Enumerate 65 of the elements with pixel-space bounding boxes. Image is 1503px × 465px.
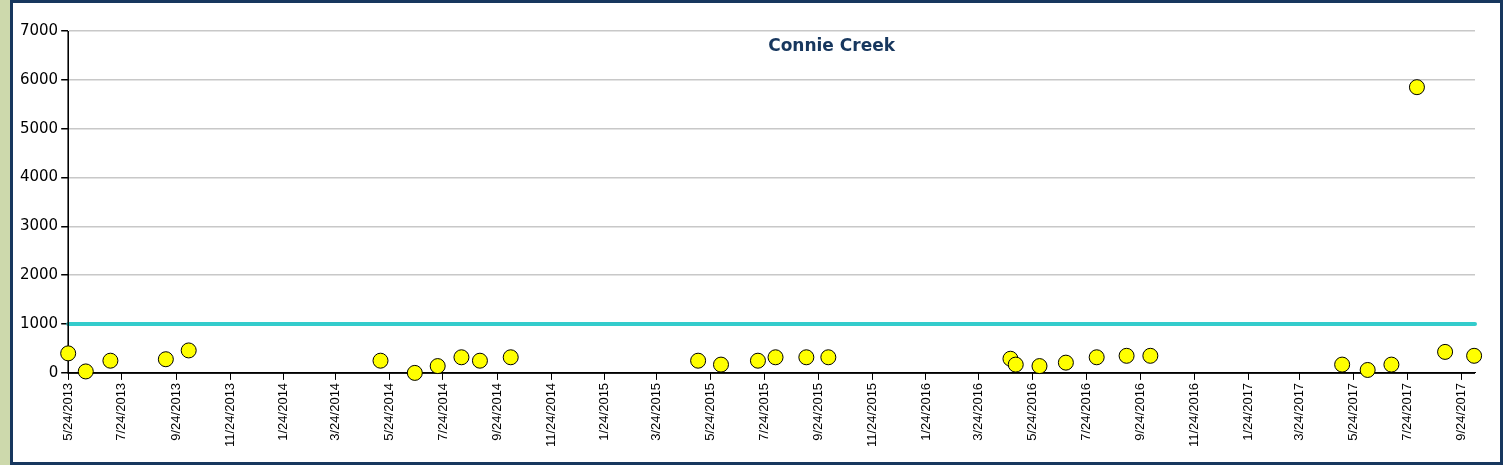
point [77, 363, 94, 380]
y-tick-label: 1000 [19, 313, 59, 332]
x-tick-label: 5/24/2016 [1024, 382, 1040, 441]
y-tick-label: 2000 [19, 265, 59, 284]
point [1408, 79, 1425, 96]
x-tick-label: 7/24/2016 [1077, 382, 1093, 441]
point [372, 352, 389, 369]
x-tick-label: 1/24/2014 [275, 382, 291, 441]
x-tick-label: 11/24/2015 [863, 382, 879, 448]
x-tick-label: 5/24/2017 [1345, 382, 1361, 441]
point [1383, 356, 1400, 373]
point [820, 349, 837, 366]
point [1007, 356, 1024, 373]
x-tick-label: 3/24/2016 [970, 382, 986, 441]
point [1088, 349, 1105, 366]
x-tick-label: 5/24/2014 [380, 382, 396, 441]
x-tick-label: 9/24/2013 [167, 382, 183, 441]
x-tick-label: 5/24/2015 [702, 382, 718, 441]
point [1334, 356, 1351, 373]
x-tick-label: 7/24/2017 [1398, 382, 1414, 441]
x-tick-label: 9/24/2014 [489, 382, 505, 441]
x-tick-label: 11/24/2016 [1185, 382, 1201, 448]
point [1359, 361, 1376, 378]
x-tick-label: 9/24/2015 [810, 382, 826, 441]
point [406, 364, 423, 381]
y-tick-label: 6000 [19, 69, 59, 88]
point [1142, 347, 1159, 364]
y-tick-label: 3000 [19, 216, 59, 235]
point [180, 342, 197, 359]
x-tick-label: 9/24/2017 [1453, 382, 1469, 441]
point [102, 352, 119, 369]
point [1118, 347, 1135, 364]
x-tick-label: 7/24/2015 [755, 382, 771, 441]
x-tick-label: 3/24/2014 [327, 382, 343, 441]
point [502, 349, 519, 366]
x-tick-label: 3/24/2017 [1291, 382, 1307, 441]
point [1437, 343, 1454, 360]
point [713, 356, 729, 373]
y-tick-label: 7000 [19, 20, 59, 39]
x-tick-label: 9/24/2016 [1132, 382, 1148, 441]
point [157, 351, 174, 368]
x-tick-label: 5/24/2013 [59, 382, 75, 441]
x-tick-label: 7/24/2014 [434, 382, 450, 441]
x-tick-label: 1/24/2017 [1239, 382, 1255, 441]
x-tick-label: 11/24/2013 [221, 382, 237, 448]
y-tick-label: 0 [48, 362, 59, 381]
point [471, 352, 488, 369]
x-tick-label: 7/24/2013 [113, 382, 129, 441]
point [429, 358, 446, 375]
point [1466, 347, 1483, 364]
point [690, 352, 707, 369]
point [453, 349, 470, 366]
point [1057, 354, 1074, 371]
x-tick-label: 1/24/2016 [917, 382, 933, 441]
point [60, 345, 77, 362]
y-tick-label: 5000 [19, 118, 59, 137]
x-tick-label: 11/24/2014 [542, 382, 558, 448]
point [767, 349, 784, 366]
point [1031, 358, 1048, 375]
x-tick-label: 1/24/2015 [596, 382, 612, 441]
chart-title: Connie Creek [768, 35, 896, 56]
y-tick-label: 4000 [19, 167, 59, 186]
point [749, 352, 766, 369]
point [798, 349, 815, 366]
x-tick-label: 3/24/2015 [648, 382, 664, 441]
